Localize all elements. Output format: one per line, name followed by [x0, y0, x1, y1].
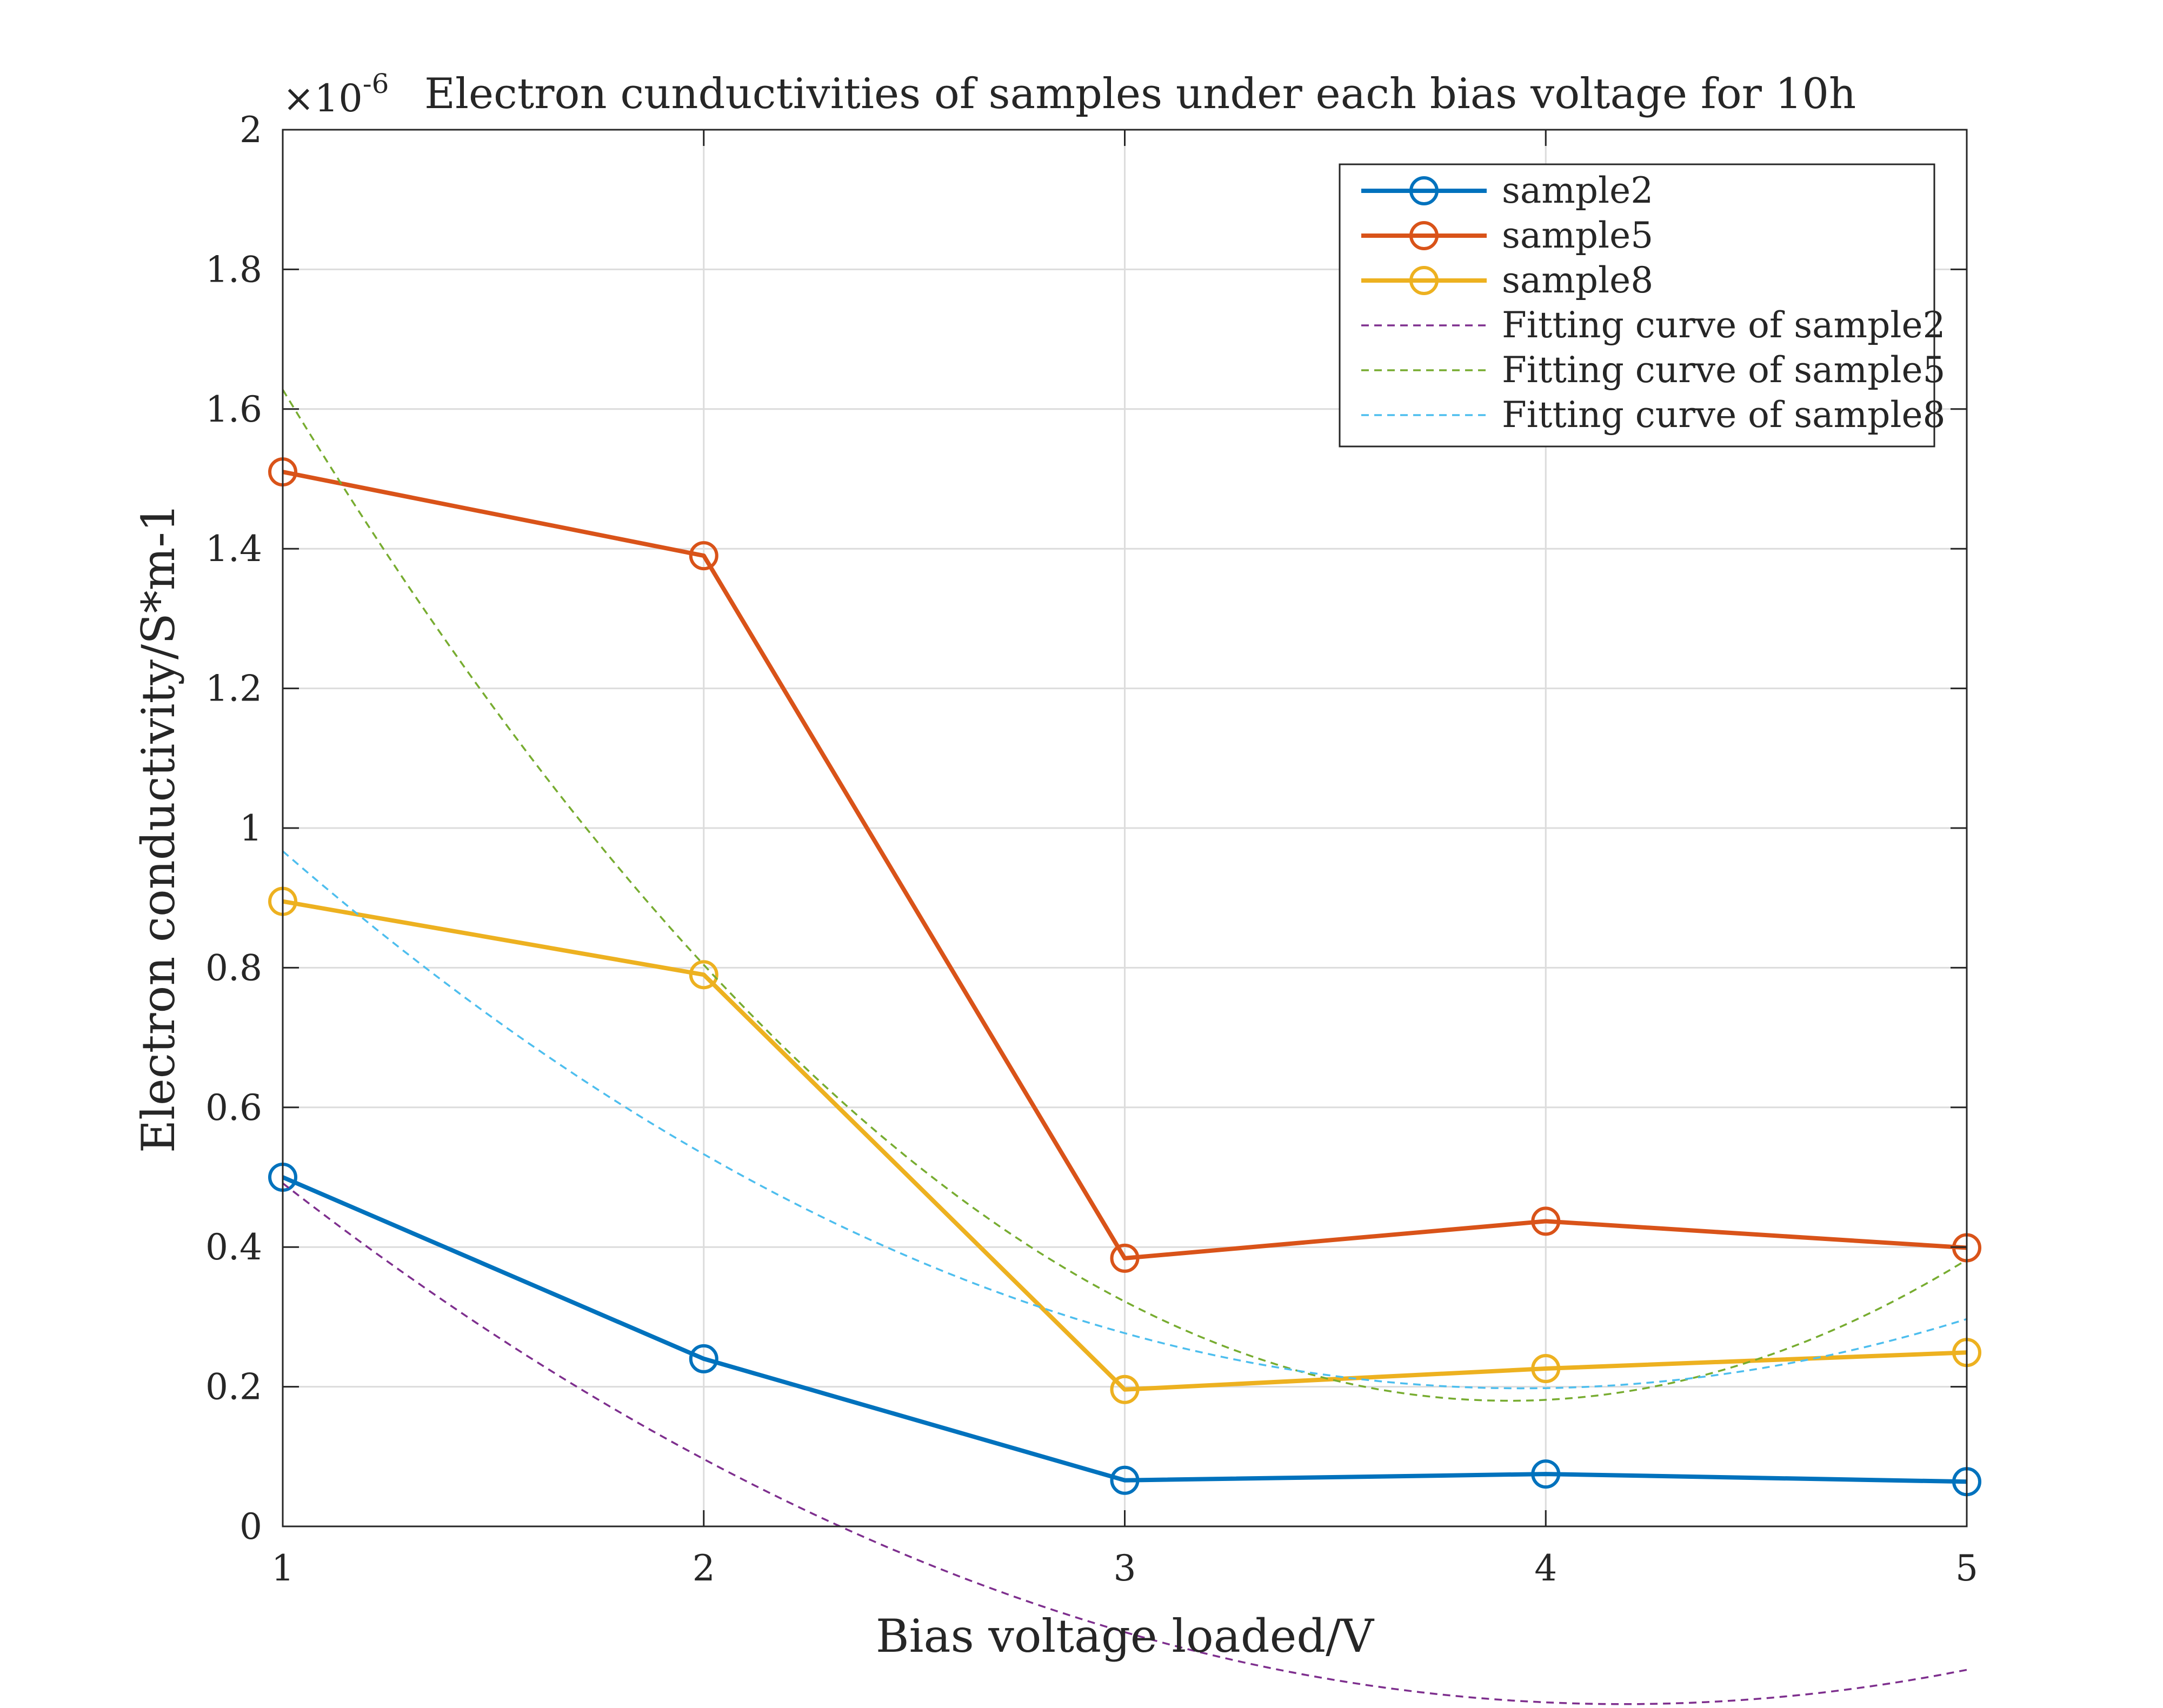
- x-tick-label: 4: [1534, 1547, 1557, 1589]
- legend-item: sample8: [1361, 259, 1653, 301]
- legend-label: Fitting curve of sample5: [1502, 349, 1946, 391]
- x-tick-label: 2: [693, 1547, 715, 1589]
- y-tick-label: 0.4: [205, 1226, 262, 1268]
- legend-item: sample5: [1361, 215, 1653, 256]
- data-point: [1110, 1465, 1140, 1495]
- legend-marker: [1409, 176, 1439, 205]
- legend-marker: [1409, 221, 1439, 250]
- fit-curve-line: [282, 1182, 1967, 1705]
- legend-label: Fitting curve of sample2: [1502, 304, 1946, 346]
- y-tick-label: 1.4: [205, 528, 262, 570]
- series-fitting-curve-of-sample2: [282, 1182, 1967, 1705]
- y-tick-label: 2: [239, 109, 262, 151]
- x-axis-label: Bias voltage loaded/V: [876, 1610, 1374, 1663]
- series-fitting-curve-of-sample8: [282, 850, 1967, 1390]
- legend-label: sample5: [1502, 215, 1653, 256]
- legend-item: Fitting curve of sample8: [1361, 394, 1946, 436]
- x-tick-label: 5: [1955, 1547, 1978, 1589]
- y-axis-label: Electron conductivity/S*m-1: [132, 503, 185, 1153]
- data-point: [689, 541, 718, 571]
- y-tick-label: 0.6: [205, 1087, 262, 1129]
- x-tick-label: 1: [271, 1547, 294, 1589]
- y-tick-label: 0.2: [205, 1366, 262, 1408]
- legend-box: [1339, 163, 1935, 448]
- legend-item: sample2: [1361, 170, 1653, 211]
- data-point: [689, 1344, 718, 1373]
- legend-label: sample2: [1502, 170, 1653, 211]
- data-point: [1531, 1354, 1561, 1384]
- exponent-label: ×10-6: [283, 68, 389, 121]
- legend-label: Fitting curve of sample8: [1502, 394, 1946, 436]
- y-tick-label: 0: [239, 1506, 262, 1547]
- legend-marker: [1409, 266, 1439, 295]
- series-line: [282, 1175, 1967, 1484]
- y-tick-label: 0.8: [205, 947, 262, 989]
- data-point: [1110, 1243, 1140, 1273]
- legend-item: Fitting curve of sample5: [1361, 349, 1946, 391]
- data-point: [689, 960, 718, 990]
- legend-label: sample8: [1502, 259, 1653, 301]
- plot-area: [268, 389, 1981, 1705]
- y-tick-label: 1.2: [205, 668, 262, 710]
- y-tick-label: 1.8: [205, 249, 262, 290]
- data-point: [1531, 1206, 1561, 1236]
- series-line: [282, 899, 1967, 1392]
- legend-item: Fitting curve of sample2: [1361, 304, 1946, 346]
- data-point: [1531, 1459, 1561, 1489]
- series-line: [282, 470, 1967, 1260]
- fit-curve-line: [282, 850, 1967, 1390]
- grid: [282, 129, 1968, 1527]
- x-tick-label: 3: [1114, 1547, 1136, 1589]
- ticks: 1 2 3 4 5 0 0.2 0.4 0.6 0.8 1 1.2 1.4 1.6 1.8 2: [205, 109, 1978, 1589]
- chart-title: Electron cunductivities of samples under…: [424, 70, 1856, 118]
- y-tick-label: 1.6: [205, 389, 262, 430]
- data-point: [1110, 1375, 1140, 1404]
- y-tick-label: 1: [239, 808, 262, 849]
